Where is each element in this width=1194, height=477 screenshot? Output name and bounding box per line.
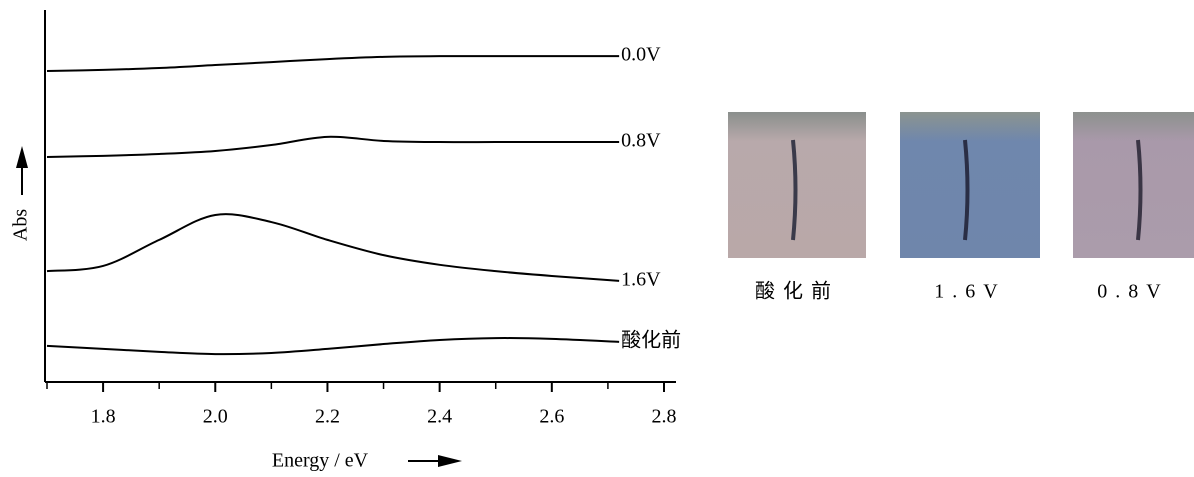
y-axis-label: Abs	[10, 209, 32, 241]
photo	[900, 112, 1040, 258]
x-arrow	[408, 455, 462, 467]
photo	[1073, 112, 1194, 258]
photo	[728, 112, 866, 258]
x-tick-label: 1.8	[91, 406, 116, 428]
x-tick-label: 2.6	[539, 406, 564, 428]
series-label: 0.8V	[621, 130, 661, 152]
photo-label: 0.8V	[1097, 281, 1168, 303]
figure: Abs Energy / eV 酸化前 1.6V 0.8V 1.8 2.0 2.2 2…	[0, 0, 1194, 472]
spectrum-line	[47, 338, 619, 354]
x-tick-label: 2.4	[427, 406, 452, 428]
series-label: 酸化前	[621, 328, 681, 351]
x-axis-label: Energy / eV	[272, 450, 369, 472]
x-tick-label: 2.8	[652, 406, 677, 428]
y-arrow	[16, 146, 28, 195]
photo-label: 酸化前	[755, 280, 839, 303]
photo-label: 1.6V	[934, 281, 1005, 303]
spectrum-line	[47, 137, 619, 157]
x-tick-label: 2.0	[203, 406, 228, 428]
spectrum-line	[47, 214, 619, 281]
series-label: 0.0V	[621, 44, 661, 66]
x-tick-label: 2.2	[315, 406, 340, 428]
series-label: 1.6V	[621, 268, 661, 290]
spectrum-line	[47, 56, 619, 71]
